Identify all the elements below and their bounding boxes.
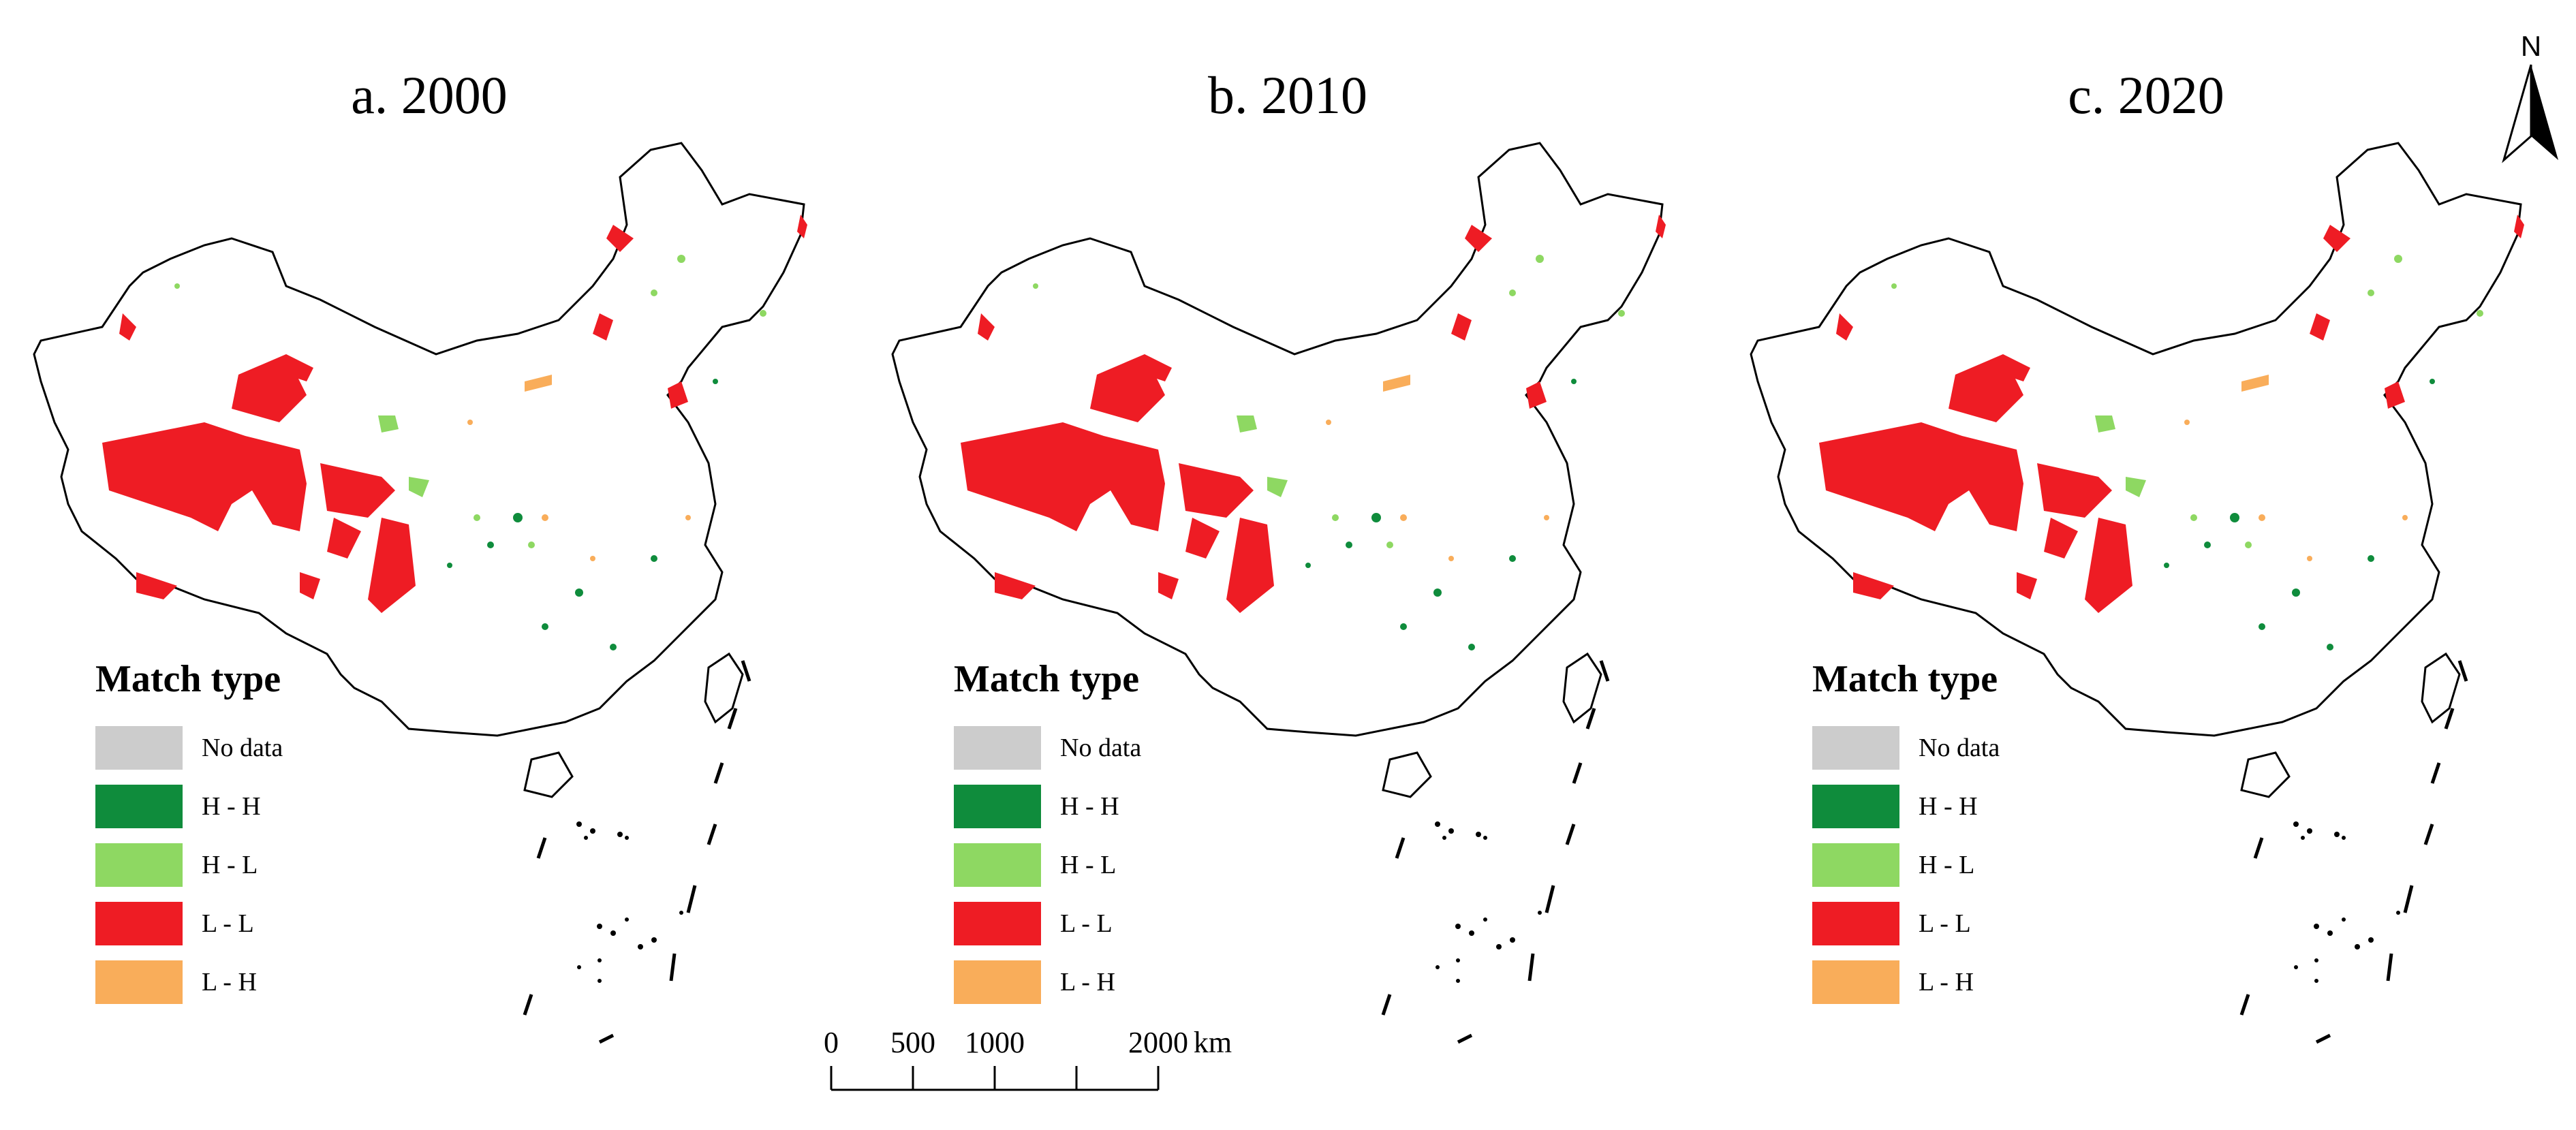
legend-swatch [1812,785,1899,828]
legend-swatch [95,960,183,1004]
legend-label: L - H [202,968,257,996]
legend-swatch [95,785,183,828]
north-arrow-icon: N [2502,30,2558,163]
legend-swatch [954,843,1041,887]
legend-label: H - L [1919,851,1975,879]
region-hl [1891,255,2483,548]
scale-bar: 0 500 1000 2000 km [824,1026,1232,1091]
legend-item: L - L [95,894,283,953]
legend-item: H - H [954,777,1141,836]
region-hl [174,255,766,548]
panel-title: b. 2010 [1208,65,1367,125]
legend-item: No data [1812,719,2000,777]
legend-swatch [1812,902,1899,945]
legend-swatch [95,726,183,770]
panel-title: a. 2000 [351,65,508,125]
legend-swatch [95,843,183,887]
legend-label: H - H [1060,792,1119,821]
legend-label: H - H [202,792,261,821]
region-lh [1326,375,1549,561]
region-ll [102,215,807,613]
scale-label: 0 [824,1026,839,1059]
legend-item: L - H [1812,953,2000,1011]
legend-label: H - H [1919,792,1978,821]
region-hh [2164,379,2435,650]
legend-item: H - H [95,777,283,836]
legend-item: No data [954,719,1141,777]
legend-label: L - L [1919,909,1971,938]
legend-label: H - L [1060,851,1117,879]
china-map [33,142,807,1044]
island-dots [576,821,683,983]
region-ll [1819,215,2524,613]
north-label: N [2521,30,2541,62]
china-map [891,142,1666,1044]
legend-label: No data [1919,734,2000,762]
legend-title: Match type [1812,658,1998,700]
legend: Match type No data H - H H - L L - L L -… [954,657,1141,1011]
legend-swatch [954,726,1041,770]
scale-label: 2000 [1128,1026,1188,1059]
nine-dash-line [2239,660,2468,1044]
scale-label: 500 [890,1026,935,1059]
nine-dash-line [1381,660,1610,1044]
nine-dash-line [523,660,751,1044]
map-panel-2020: c. 2020 [1717,0,2575,1130]
island-dots [2293,821,2400,983]
map-panel-2000: a. 2000 [0,0,858,1130]
legend-item: H - L [1812,836,2000,894]
region-lh [467,375,691,561]
legend-item: L - H [95,953,283,1011]
scale-unit: km [1194,1026,1232,1059]
panel-title: c. 2020 [2068,65,2224,125]
legend-label: No data [1060,734,1142,762]
legend-swatch [954,960,1041,1004]
legend-title: Match type [954,658,1140,700]
legend-title: Match type [95,658,281,700]
china-outline [1750,142,2522,798]
legend-swatch [95,902,183,945]
legend-label: L - L [202,909,254,938]
legend-swatch [1812,726,1899,770]
legend-swatch [954,902,1041,945]
legend-item: H - H [1812,777,2000,836]
region-ll [961,215,1666,613]
legend-item: L - L [1812,894,2000,953]
scale-label: 1000 [965,1026,1025,1059]
china-outline [891,142,1664,798]
legend: Match type No data H - H H - L L - L L -… [95,657,283,1011]
region-hh [447,379,718,650]
legend-item: H - L [95,836,283,894]
legend: Match type No data H - H H - L L - L L -… [1812,657,2000,1011]
legend-item: No data [95,719,283,777]
legend-label: L - L [1060,909,1113,938]
region-hl [1033,255,1625,548]
map-panel-2010: b. 2010 [858,0,1717,1130]
legend-label: H - L [202,851,258,879]
legend-label: L - H [1060,968,1115,996]
legend-swatch [954,785,1041,828]
legend-item: L - L [954,894,1141,953]
island-dots [1435,821,1542,983]
legend-swatch [1812,843,1899,887]
legend-swatch [1812,960,1899,1004]
china-outline [33,142,805,798]
legend-item: H - L [954,836,1141,894]
region-hh [1305,379,1577,650]
legend-label: No data [202,734,283,762]
china-map [1750,142,2524,1044]
region-lh [2184,375,2408,561]
legend-item: L - H [954,953,1141,1011]
legend-label: L - H [1919,968,1974,996]
